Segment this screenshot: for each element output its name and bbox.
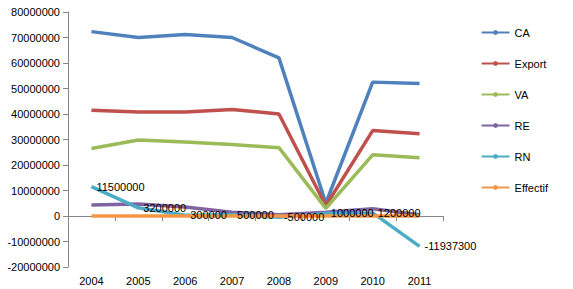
svg-text:80000000: 80000000 [11, 6, 60, 18]
svg-text:1000000: 1000000 [331, 207, 374, 219]
svg-text:2011: 2011 [408, 275, 432, 287]
svg-text:Effectif: Effectif [515, 182, 549, 194]
svg-text:1200000: 1200000 [378, 207, 421, 219]
svg-text:2006: 2006 [173, 275, 197, 287]
svg-text:-11937300: -11937300 [425, 240, 477, 252]
svg-text:2004: 2004 [79, 275, 103, 287]
svg-text:10000000: 10000000 [11, 185, 60, 197]
svg-text:2007: 2007 [220, 275, 244, 287]
svg-text:20000000: 20000000 [11, 159, 60, 171]
svg-text:300000: 300000 [190, 209, 227, 221]
svg-text:70000000: 70000000 [11, 32, 60, 44]
svg-text:2008: 2008 [267, 275, 291, 287]
svg-text:50000000: 50000000 [11, 83, 60, 95]
svg-text:500000: 500000 [237, 209, 274, 221]
svg-text:0: 0 [54, 210, 60, 222]
svg-text:-20000000: -20000000 [7, 261, 60, 273]
svg-text:Export: Export [515, 58, 547, 70]
svg-text:30000000: 30000000 [11, 134, 60, 146]
svg-text:3200000: 3200000 [143, 202, 186, 214]
svg-text:60000000: 60000000 [11, 57, 60, 69]
svg-text:-500000: -500000 [284, 211, 324, 223]
svg-text:-10000000: -10000000 [7, 236, 60, 248]
svg-text:2009: 2009 [314, 275, 338, 287]
svg-text:CA: CA [515, 27, 531, 39]
svg-text:2010: 2010 [360, 275, 384, 287]
svg-text:2005: 2005 [126, 275, 150, 287]
svg-text:VA: VA [515, 89, 530, 101]
svg-text:40000000: 40000000 [11, 108, 60, 120]
svg-text:RE: RE [515, 120, 530, 132]
svg-text:11500000: 11500000 [96, 181, 144, 193]
svg-text:RN: RN [515, 151, 531, 163]
